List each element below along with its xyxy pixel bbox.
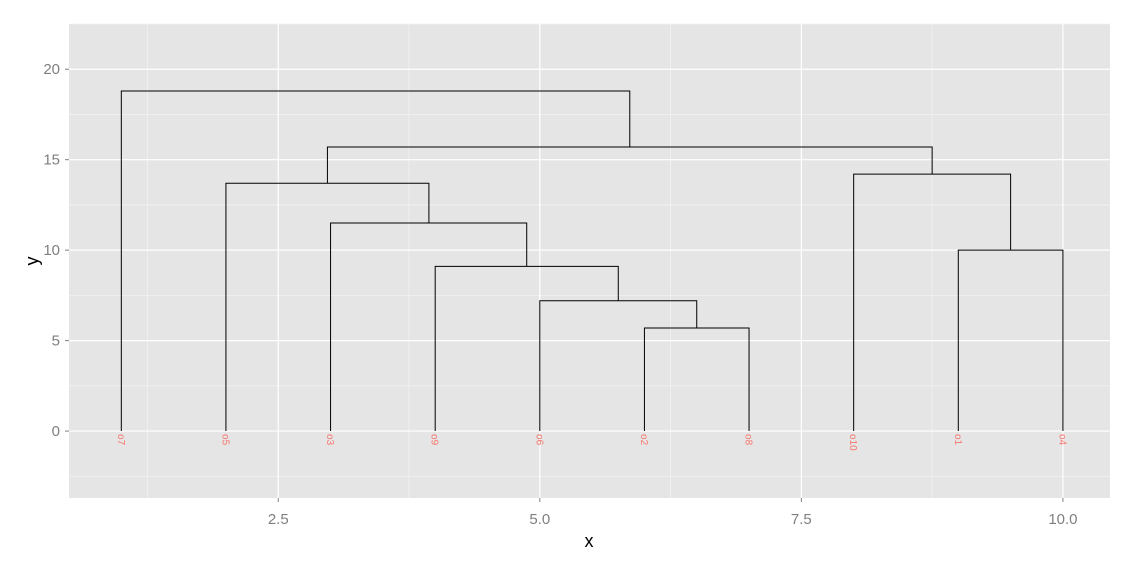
y-tick-label: 10 — [43, 242, 60, 259]
dendrogram-segments — [120, 90, 1064, 432]
x-tick-label: 2.5 — [268, 511, 289, 528]
leaf-label-o3: o3 — [324, 434, 335, 446]
y-tick-label: 0 — [52, 423, 60, 440]
leaf-label-o10: o10 — [847, 434, 858, 451]
dendrogram-merge-2 — [539, 300, 698, 432]
leaf-label-o8: o8 — [743, 434, 754, 446]
leaf-labels: o7 o5 o3 o9 o6 o2 o8 o10 o1 o4 — [115, 434, 1068, 451]
x-tick-label: 7.5 — [791, 511, 812, 528]
dendrogram-merge-4 — [330, 222, 528, 432]
dendrogram-merge-9 — [120, 90, 631, 432]
x-tick-label: 10.0 — [1048, 511, 1077, 528]
leaf-label-o4: o4 — [1056, 434, 1067, 446]
leaf-label-o5: o5 — [219, 434, 230, 446]
dendrogram-merge-8 — [326, 146, 933, 184]
x-axis-ticks: 2.5 5.0 7.5 10.0 — [268, 498, 1078, 528]
leaf-label-o2: o2 — [638, 434, 649, 446]
plot-panel — [69, 24, 1110, 498]
x-axis-title: x — [585, 531, 594, 551]
y-tick-label: 15 — [43, 152, 60, 169]
leaf-label-o6: o6 — [533, 434, 544, 446]
y-axis-title: y — [22, 257, 42, 266]
leaf-label-o7: o7 — [115, 434, 126, 446]
leaf-label-o1: o1 — [952, 434, 963, 446]
y-axis-ticks: 0 5 10 15 20 — [43, 61, 69, 440]
dendrogram-merge-1 — [643, 327, 750, 432]
leaf-label-o9: o9 — [429, 434, 440, 446]
y-tick-label: 20 — [43, 61, 60, 78]
x-tick-label: 5.0 — [529, 511, 550, 528]
y-tick-label: 5 — [52, 333, 60, 350]
